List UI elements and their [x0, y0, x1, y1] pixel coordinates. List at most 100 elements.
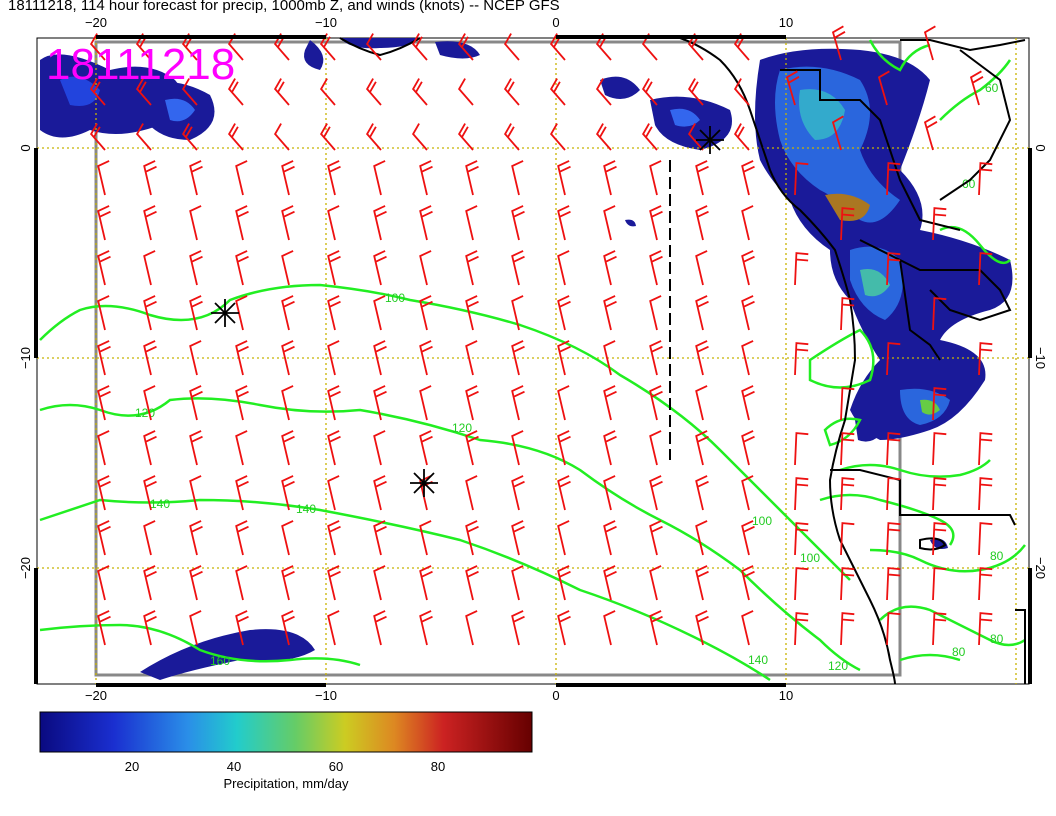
wind-barb	[89, 33, 106, 61]
wind-barb	[97, 475, 111, 511]
wind-barb	[97, 565, 110, 601]
wind-barb	[603, 250, 617, 286]
coastline	[339, 37, 1026, 685]
wind-barb	[189, 475, 202, 511]
wind-barb	[794, 477, 809, 511]
wind-barb	[373, 610, 387, 646]
wind-barb	[373, 160, 386, 196]
wind-barb	[235, 250, 249, 286]
wind-barb	[886, 567, 901, 601]
wind-barb	[419, 610, 433, 646]
wind-barb	[465, 295, 479, 331]
wind-barb	[649, 205, 663, 241]
wind-barb	[794, 567, 809, 601]
lon-tick-top: 10	[779, 15, 793, 30]
wind-barb	[97, 520, 111, 556]
wind-barb	[557, 520, 570, 556]
lon-tick-bottom: 0	[552, 688, 559, 703]
wind-barb	[603, 160, 617, 196]
wind-barb	[235, 340, 249, 376]
wind-barb	[649, 565, 662, 601]
wind-barb	[227, 78, 244, 106]
wind-barb	[649, 520, 663, 556]
wind-barb	[373, 565, 386, 601]
map-title: 18111218, 114 hour forecast for precip, …	[8, 0, 560, 14]
lat-tick-right: 0	[1033, 144, 1048, 151]
height-contours	[39, 39, 1026, 682]
wind-barb	[419, 160, 433, 196]
wind-barb	[189, 340, 202, 376]
contour-label: 160	[210, 654, 230, 668]
wind-barb	[419, 385, 432, 421]
wind-barb	[932, 207, 947, 241]
wind-barb	[641, 78, 658, 106]
contour-label: 100	[800, 551, 820, 565]
contour-label: 60	[962, 177, 976, 191]
wind-barb	[143, 205, 157, 241]
wind-barb	[978, 342, 993, 376]
wind-barb	[695, 250, 708, 286]
wind-barb	[886, 432, 901, 466]
wind-barb	[733, 123, 750, 151]
wind-barb	[932, 477, 947, 511]
wind-barb	[373, 250, 387, 286]
wind-barb	[741, 610, 754, 646]
wind-barb	[465, 520, 479, 556]
wind-barb	[978, 252, 993, 286]
wind-barb	[465, 205, 478, 241]
lat-tick-left: −20	[18, 557, 33, 579]
wind-barb	[281, 295, 295, 331]
contour-label: 120	[828, 659, 848, 673]
wind-barb	[511, 385, 525, 421]
contour-label: 140	[296, 502, 316, 516]
colorbar-tick: 80	[430, 759, 446, 774]
wind-barb	[327, 340, 340, 376]
wind-barb	[273, 78, 290, 106]
wind-barb	[143, 295, 157, 331]
wind-barb	[511, 250, 525, 286]
wind-barb	[235, 565, 248, 601]
wind-barb	[932, 432, 947, 466]
wind-barb	[419, 250, 432, 286]
wind-barb	[235, 205, 249, 241]
wind-barb	[465, 160, 479, 196]
wind-barb	[603, 610, 616, 646]
wind-barb	[419, 565, 433, 601]
wind-barbs	[89, 25, 993, 646]
wind-barb	[327, 205, 340, 241]
wind-barb	[695, 340, 709, 376]
wind-barb	[511, 205, 525, 241]
wind-barb	[189, 295, 203, 331]
wind-barb	[319, 78, 336, 106]
wind-barb	[978, 477, 993, 511]
lat-tick-left: −10	[18, 347, 33, 369]
wind-barb	[511, 160, 524, 196]
wind-barb	[932, 567, 947, 601]
wind-barb	[794, 342, 809, 376]
wind-barb	[189, 565, 203, 601]
wind-barb	[419, 520, 432, 556]
wind-barb	[97, 385, 111, 421]
wind-barb	[143, 160, 157, 196]
wind-barb	[603, 430, 617, 466]
wind-barb	[281, 610, 295, 646]
wind-barb	[503, 33, 520, 61]
wind-barb	[457, 123, 474, 151]
contour-label: 100	[752, 514, 772, 528]
wind-barb	[235, 520, 249, 556]
wind-barb	[189, 385, 203, 421]
wind-barb	[741, 295, 755, 331]
wind-barb	[465, 385, 479, 421]
wind-barb	[557, 475, 571, 511]
wind-barb	[649, 160, 662, 196]
wind-barb	[143, 430, 157, 466]
wind-barb	[511, 610, 525, 646]
wind-barb	[557, 295, 571, 331]
wind-barb	[511, 565, 524, 601]
wind-barb	[840, 612, 855, 646]
wind-barb	[794, 612, 809, 646]
wind-barb	[419, 295, 433, 331]
wind-barb	[877, 70, 890, 106]
wind-barb	[419, 340, 433, 376]
